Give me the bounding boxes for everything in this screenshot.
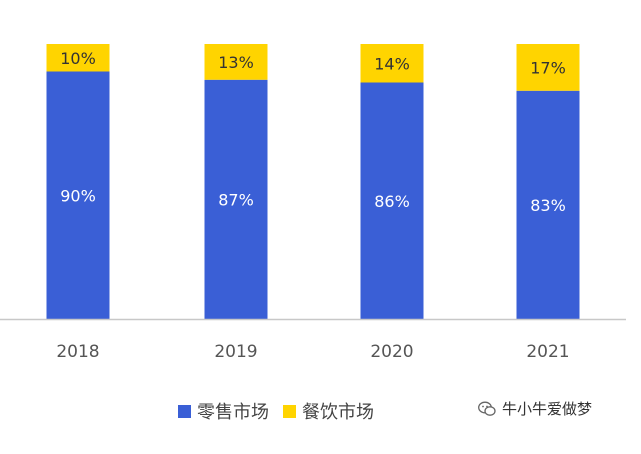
- data-label-retail-2019: 87%: [218, 190, 254, 209]
- legend: 零售市场 餐饮市场: [178, 398, 388, 424]
- legend-item-catering: 餐饮市场: [283, 398, 374, 424]
- data-label-catering-2020: 14%: [374, 54, 410, 73]
- x-tick-label-2018: 2018: [56, 342, 99, 362]
- data-label-catering-2018: 10%: [60, 49, 96, 68]
- data-label-retail-2021: 83%: [530, 196, 566, 215]
- bar-catering-2018: [46, 44, 110, 72]
- legend-swatch-catering: [283, 404, 296, 418]
- legend-label-catering: 餐饮市场: [302, 402, 374, 423]
- bar-retail-2020: [360, 82, 424, 319]
- bar-catering-2021: [516, 44, 580, 91]
- bar-retail-2021: [516, 90, 580, 319]
- data-label-catering-2019: 13%: [218, 53, 254, 72]
- x-tick-label-2020: 2020: [370, 342, 413, 362]
- data-label-retail-2018: 90%: [60, 186, 96, 205]
- watermark: 牛小牛爱做梦: [478, 398, 592, 419]
- bar-retail-2018: [46, 71, 110, 319]
- data-label-retail-2020: 86%: [374, 192, 410, 211]
- bar-catering-2020: [360, 44, 424, 83]
- bar-catering-2019: [204, 44, 268, 80]
- legend-item-retail: 零售市场: [178, 398, 269, 424]
- legend-swatch-retail: [178, 404, 191, 418]
- data-label-catering-2021: 17%: [530, 58, 566, 77]
- x-tick-label-2019: 2019: [214, 342, 257, 362]
- legend-label-retail: 零售市场: [197, 402, 269, 423]
- wechat-icon: [478, 401, 496, 416]
- bar-retail-2019: [204, 79, 268, 319]
- watermark-text: 牛小牛爱做梦: [502, 400, 593, 418]
- x-tick-label-2021: 2021: [526, 342, 569, 362]
